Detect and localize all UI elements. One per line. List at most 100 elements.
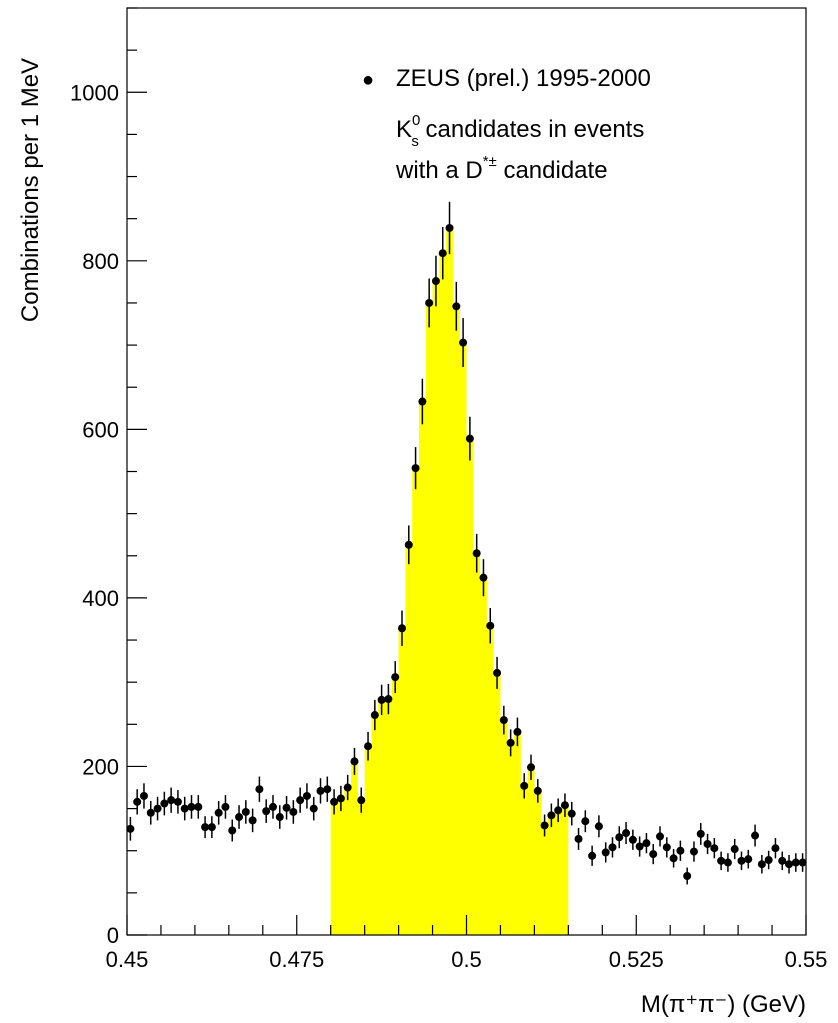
data-point [635,842,644,851]
data-point [425,298,434,307]
legend-kaon-symbol: K [396,116,412,143]
data-point [486,621,495,630]
data-point [323,785,332,794]
y-tick-label: 0 [107,923,119,948]
data-point [628,835,637,844]
data-point [615,833,624,842]
data-point [608,843,617,852]
data-point [459,338,468,347]
signal-histogram-fill [330,227,569,936]
data-point [207,823,216,832]
data-point [622,829,631,838]
data-point [669,854,678,863]
data-point [560,801,569,810]
data-point [357,796,366,805]
legend-kaon-subscript: s [411,133,419,150]
data-point [187,802,196,811]
data-point [723,858,732,867]
data-point [411,464,420,473]
data-point [282,803,291,812]
data-point [567,809,576,818]
data-point [452,302,461,311]
legend: ● ZEUS (prel.) 1995-2000 K0 s candidates … [362,65,651,184]
data-point [533,786,542,795]
legend-line-2-text: candidates in events [419,116,644,143]
data-point [649,850,658,859]
y-axis-ticks: 0 200 400 600 800 1000 [70,7,147,948]
y-axis-label: Combinations per 1 MeV [17,58,44,322]
x-tick-label: 0.55 [785,947,828,972]
data-point [201,823,210,832]
data-point [710,844,719,853]
data-point [656,832,665,841]
data-point [391,673,400,682]
data-point [594,822,603,831]
data-point [397,624,406,633]
data-point [479,573,488,582]
data-point [730,845,739,854]
data-point [173,797,182,806]
data-point [248,816,257,825]
x-tick-label: 0.5 [451,947,482,972]
data-point [757,860,766,869]
data-point [302,791,311,800]
plot-frame [126,7,807,936]
signal-region-area [330,227,569,936]
data-point [235,813,244,822]
data-point [214,808,223,817]
data-point [798,858,807,867]
y-tick-label: 800 [82,249,119,274]
data-point [139,791,148,800]
legend-line-3-text-2: candidate [497,157,608,184]
data-point [778,856,787,865]
data-point [676,846,685,855]
data-point [241,807,250,816]
data-point [493,668,502,677]
data-point [438,249,447,258]
data-point [126,824,135,833]
data-points [126,201,807,885]
legend-line-3-text: with a D [395,157,483,184]
y-tick-label: 400 [82,586,119,611]
data-point [445,223,454,232]
data-point [343,783,352,792]
data-point [275,813,284,822]
data-point [737,856,746,865]
data-point [255,785,264,794]
x-tick-label: 0.525 [609,947,664,972]
data-point [316,786,325,795]
data-point [513,727,522,736]
data-point [588,851,597,860]
data-point [370,711,379,720]
data-point [744,855,753,864]
data-point [785,860,794,869]
data-point [581,817,590,826]
data-point [771,844,780,853]
data-point [384,695,393,704]
legend-line-3: with a D*± candidate [395,153,608,184]
data-point [336,794,345,803]
data-point [160,799,169,808]
data-point [689,847,698,856]
data-point [404,540,413,549]
data-point [506,738,515,747]
data-point [499,716,508,725]
data-point [791,858,800,867]
data-point [309,804,318,813]
data-point [146,808,155,817]
data-point [764,855,773,864]
x-tick-label: 0.475 [269,947,324,972]
data-point [289,807,298,816]
y-tick-label: 600 [82,417,119,442]
data-point [364,742,373,751]
data-point [662,843,671,852]
x-axis-label: M(π⁺π⁻) (GeV) [641,991,806,1018]
y-tick-label: 1000 [70,80,119,105]
legend-line-1: ZEUS (prel.) 1995-2000 [396,65,651,92]
data-point [540,821,549,830]
data-point [696,829,705,838]
y-tick-label: 200 [82,754,119,779]
data-point [167,796,176,805]
legend-marker: ● [362,69,374,91]
